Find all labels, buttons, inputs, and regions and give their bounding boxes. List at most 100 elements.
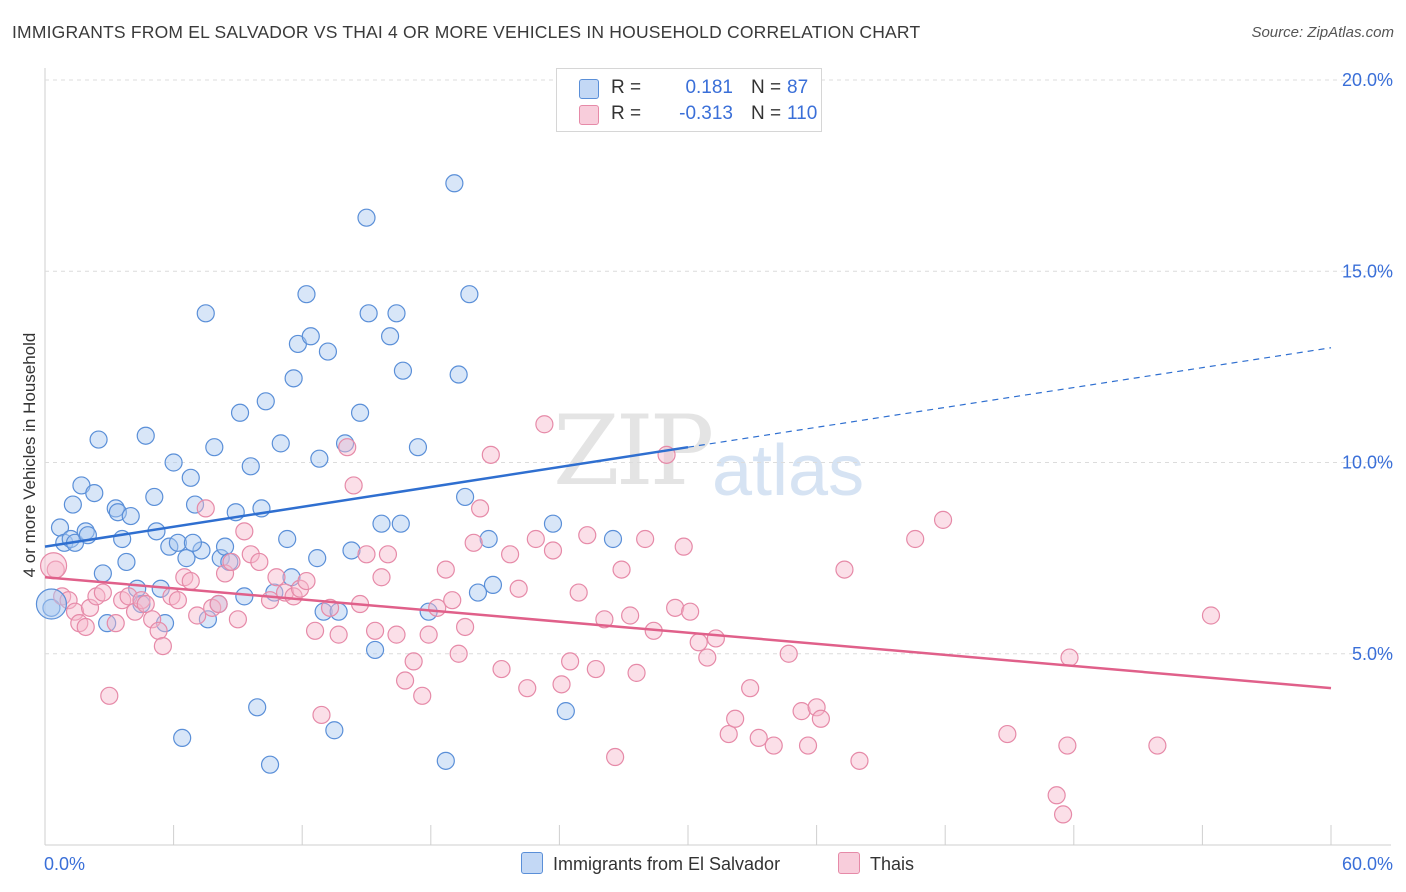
- point-el-salvador: [173, 728, 192, 748]
- point-thais: [100, 686, 119, 705]
- point-thais: [698, 648, 717, 667]
- point-thais: [250, 552, 269, 572]
- point-thais: [365, 621, 385, 640]
- point-el-salvador: [325, 721, 344, 740]
- point-el-salvador: [181, 468, 200, 487]
- point-thais: [681, 602, 700, 621]
- point-el-salvador: [543, 514, 563, 533]
- point-el-salvador: [121, 506, 140, 526]
- point-thais: [492, 659, 511, 679]
- point-thais: [807, 698, 826, 717]
- point-el-salvador: [136, 426, 155, 445]
- point-thais: [136, 594, 155, 614]
- point-el-salvador: [235, 587, 254, 606]
- point-thais: [106, 614, 125, 633]
- point-thais: [811, 709, 830, 728]
- bottom-legend-thais: Thais: [838, 852, 914, 875]
- point-thais: [344, 476, 363, 495]
- point-thais: [428, 598, 447, 617]
- point-thais: [726, 709, 745, 728]
- point-thais: [612, 560, 631, 579]
- point-thais: [501, 545, 520, 564]
- point-thais: [235, 522, 254, 541]
- point-thais: [481, 445, 500, 464]
- point-el-salvador: [603, 529, 623, 549]
- point-thais: [1058, 736, 1077, 755]
- point-thais: [80, 598, 100, 617]
- source-label: Source: ZipAtlas.com: [1251, 24, 1394, 41]
- point-thais-large: [39, 552, 68, 580]
- point-thais: [209, 594, 228, 614]
- point-thais: [586, 659, 605, 679]
- point-thais: [149, 621, 168, 640]
- point-el-salvador: [387, 304, 406, 323]
- point-el-salvador: [455, 487, 475, 507]
- point-thais: [1060, 648, 1079, 667]
- x-tick-label: 60.0%: [1342, 854, 1393, 874]
- point-thais: [76, 617, 95, 637]
- point-el-salvador: [391, 514, 410, 533]
- point-thais: [933, 510, 953, 529]
- bottom-legend-swatch-blue: [521, 852, 543, 874]
- point-thais: [518, 679, 537, 698]
- point-el-salvador: [230, 403, 250, 422]
- trendline-el-salvador: [44, 445, 689, 548]
- point-thais: [749, 728, 768, 748]
- trendline-el-salvador-extension: [687, 347, 1332, 448]
- point-thais: [168, 591, 187, 610]
- point-thais: [449, 644, 468, 663]
- point-el-salvador: [198, 610, 217, 629]
- point-thais: [297, 571, 316, 591]
- point-thais: [404, 652, 423, 671]
- point-thais: [215, 564, 235, 583]
- legend-n-value: 87: [787, 77, 809, 98]
- point-thais: [1148, 736, 1167, 755]
- point-thais: [535, 415, 554, 434]
- point-el-salvador: [63, 495, 82, 514]
- correlation-legend: R = 0.181 N = 87 R = -0.313 N = 110: [556, 68, 822, 132]
- point-thais: [222, 552, 241, 572]
- point-thais: [1047, 786, 1066, 805]
- point-thais: [636, 529, 655, 549]
- legend-swatch-pink: [579, 105, 599, 125]
- point-thais: [798, 736, 818, 755]
- point-thais: [719, 724, 738, 744]
- point-thais: [578, 526, 597, 545]
- point-el-salvador: [168, 533, 187, 552]
- point-thais: [621, 606, 640, 625]
- point-thais: [419, 625, 438, 644]
- point-thais: [606, 747, 625, 767]
- point-thais: [779, 644, 798, 663]
- point-thais: [764, 736, 783, 755]
- point-el-salvador: [408, 438, 428, 457]
- point-thais: [689, 633, 708, 652]
- legend-n-label: N =: [751, 77, 782, 98]
- point-thais: [792, 702, 811, 721]
- point-el-salvador: [205, 438, 224, 457]
- legend-n-label: N =: [751, 103, 782, 124]
- point-el-salvador: [297, 285, 316, 304]
- point-thais: [181, 571, 200, 591]
- point-el-salvador: [308, 549, 327, 568]
- point-thais: [436, 560, 455, 579]
- point-thais: [674, 537, 693, 556]
- point-el-salvador: [357, 208, 376, 227]
- point-el-salvador: [372, 514, 391, 533]
- point-el-salvador: [284, 369, 303, 388]
- point-el-salvador: [318, 342, 338, 361]
- point-el-salvador: [164, 453, 183, 472]
- point-thais: [196, 499, 215, 518]
- point-thais: [850, 751, 869, 770]
- bottom-legend-label: Immigrants from El Salvador: [553, 854, 781, 874]
- point-el-salvador: [449, 365, 468, 384]
- point-thais: [526, 529, 545, 549]
- point-el-salvador: [241, 457, 260, 476]
- point-el-salvador: [145, 487, 164, 507]
- point-el-salvador: [342, 541, 361, 560]
- point-thais: [543, 541, 563, 560]
- point-el-salvador: [380, 327, 400, 346]
- point-el-salvador: [93, 564, 112, 583]
- point-el-salvador: [460, 285, 479, 304]
- point-thais: [998, 724, 1017, 744]
- point-thais: [395, 671, 415, 690]
